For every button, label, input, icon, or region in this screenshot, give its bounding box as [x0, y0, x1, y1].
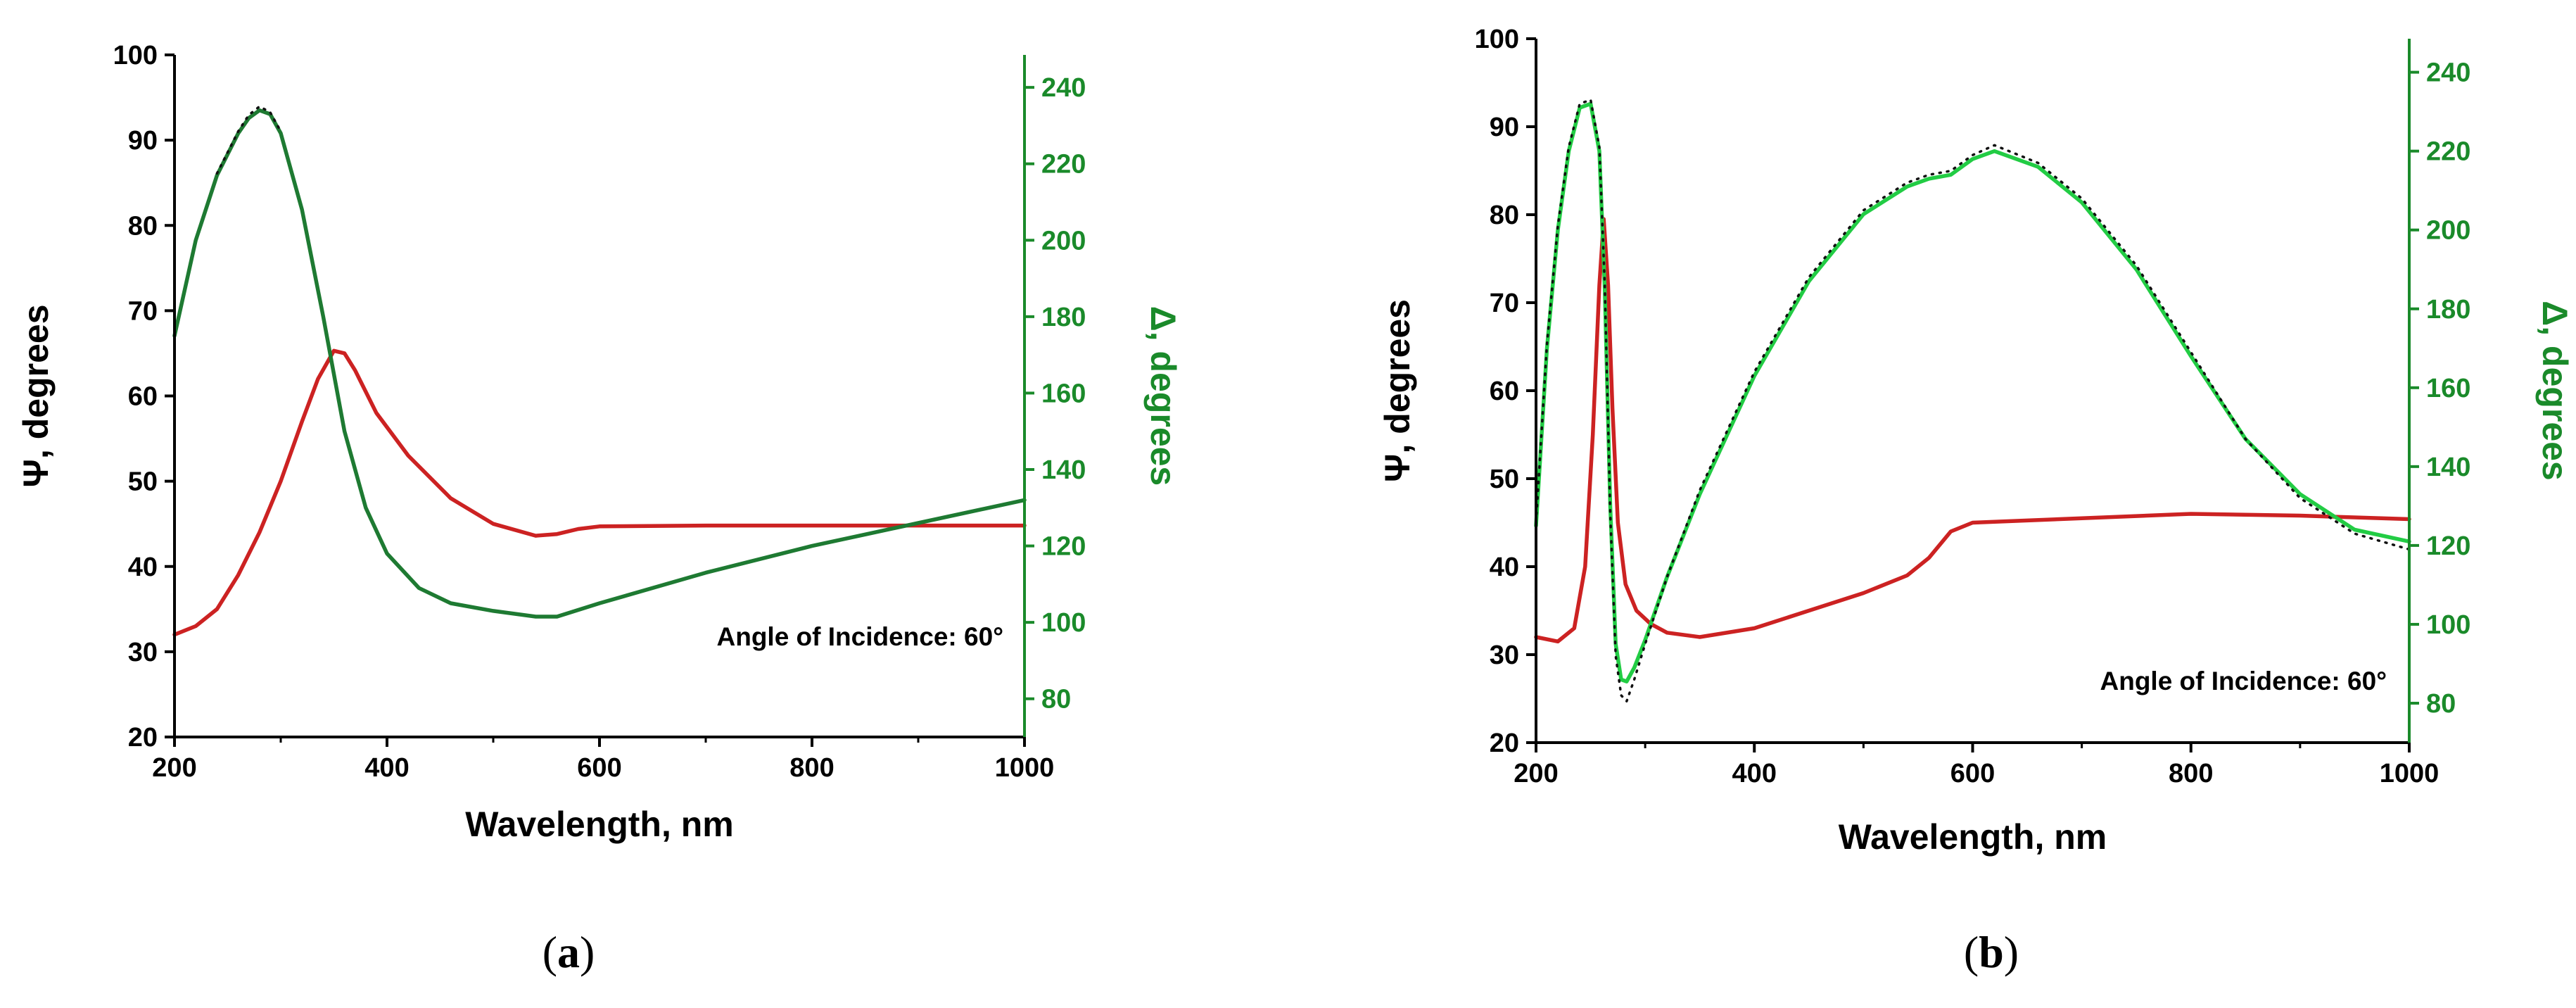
caption-b-open: (: [1964, 927, 1979, 977]
x-tick-label: 800: [2169, 759, 2213, 788]
y2-tick-label: 140: [2426, 453, 2470, 482]
y2-tick-label: 240: [1041, 73, 1086, 103]
x-tick-label: 600: [577, 753, 621, 783]
y2-axis-title: Δ, degrees: [1143, 306, 1183, 486]
y-tick-label: 70: [1490, 289, 1519, 318]
caption-a-open: (: [543, 927, 557, 977]
y-tick-label: 90: [128, 126, 158, 156]
y2-tick-label: 160: [1041, 379, 1086, 408]
y-tick-label: 30: [1490, 641, 1519, 670]
y-tick-label: 50: [128, 467, 158, 497]
y-tick-label: 70: [128, 296, 158, 326]
y2-tick-label: 80: [2426, 689, 2456, 719]
y-tick-label: 80: [1490, 201, 1519, 230]
series-fit-line: [215, 105, 282, 175]
y2-tick-label: 200: [1041, 226, 1086, 256]
series-fit-line: [1535, 99, 2411, 703]
x-tick-label: 600: [1950, 759, 1995, 788]
y-tick-label: 20: [1490, 729, 1519, 758]
y-tick-label: 40: [128, 553, 158, 582]
x-axis-title: Wavelength, nm: [1839, 817, 2107, 857]
y-axis-title: Ψ, degrees: [16, 304, 56, 487]
series-delta-line: [1534, 101, 2411, 683]
y-tick-label: 60: [128, 382, 158, 412]
y2-tick-label: 120: [1041, 532, 1086, 562]
caption-a: (a): [543, 927, 595, 977]
series-psi-line: [1534, 217, 2411, 644]
y2-tick-label: 160: [2426, 374, 2470, 403]
y2-tick-label: 80: [1041, 685, 1071, 714]
y2-tick-label: 100: [1041, 608, 1086, 638]
y-tick-label: 60: [1490, 377, 1519, 406]
y-tick-label: 90: [1490, 113, 1519, 142]
x-axis-title: Wavelength, nm: [465, 805, 734, 844]
y-tick-label: 30: [128, 638, 158, 667]
x-tick-label: 1000: [995, 753, 1055, 783]
y2-tick-label: 240: [2426, 58, 2470, 88]
x-tick-label: 200: [1514, 759, 1558, 788]
chart-panel-a: 200 400 600 800 1000 20 30 40 50 60 70 80 90 100 80 100…: [16, 41, 1183, 844]
y2-tick-label: 220: [1041, 150, 1086, 179]
y2-axis-title: Δ, degrees: [2535, 301, 2575, 481]
x-tick-label: 400: [364, 753, 409, 783]
chart-panel-b: 200 400 600 800 1000 20 30 40 50 60 70 80 90 100 80 100…: [1378, 25, 2575, 857]
y-axis-title: Ψ, degrees: [1378, 299, 1417, 482]
series-delta-line: [172, 108, 1027, 619]
y2-tick-label: 180: [1041, 303, 1086, 332]
caption-b-close: ): [2004, 927, 2019, 977]
y-tick-label: 20: [128, 723, 158, 752]
y2-tick-label: 100: [2426, 610, 2470, 640]
y-tick-label: 80: [128, 211, 158, 241]
caption-b-letter: b: [1979, 927, 2004, 977]
y2-tick-label: 220: [2426, 137, 2470, 167]
y2-tick-label: 180: [2426, 295, 2470, 325]
x-tick-label: 200: [152, 753, 196, 783]
y-tick-label: 40: [1490, 553, 1519, 582]
x-tick-label: 1000: [2380, 759, 2439, 788]
x-tick-label: 400: [1732, 759, 1777, 788]
angle-annotation: Angle of Incidence: 60°: [717, 622, 1004, 651]
y-tick-label: 100: [113, 41, 158, 70]
caption-b: (b): [1964, 927, 2019, 977]
caption-a-letter: a: [557, 927, 580, 977]
y2-tick-label: 140: [1041, 455, 1086, 485]
x-tick-label: 800: [789, 753, 834, 783]
y2-tick-label: 200: [2426, 216, 2470, 246]
y-tick-label: 100: [1475, 25, 1519, 54]
y-tick-label: 50: [1490, 465, 1519, 494]
angle-annotation: Angle of Incidence: 60°: [2100, 667, 2387, 695]
y2-tick-label: 120: [2426, 531, 2470, 561]
caption-a-close: ): [580, 927, 595, 977]
series-psi-line: [172, 348, 1027, 637]
